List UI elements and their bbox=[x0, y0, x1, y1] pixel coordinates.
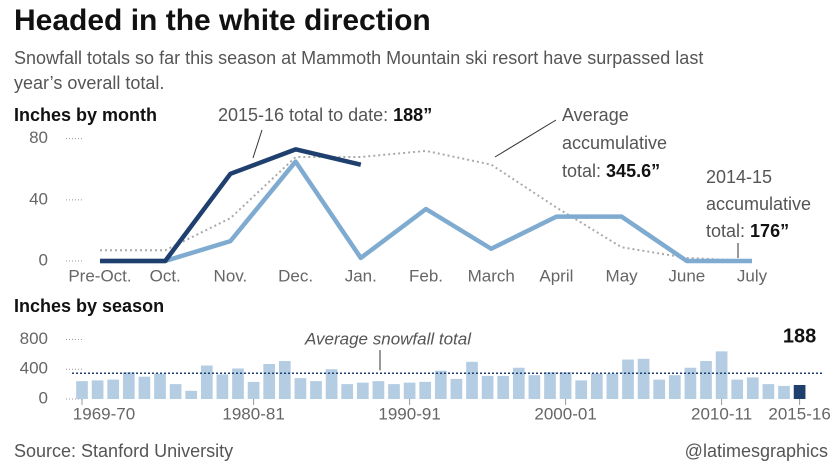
x-tick-label: 2015-16 bbox=[768, 404, 830, 423]
bar bbox=[793, 385, 806, 399]
bar bbox=[731, 379, 744, 399]
annotation: accumulative bbox=[562, 133, 667, 153]
y-tick-label: 800 bbox=[20, 329, 48, 348]
panel-title: Inches by season bbox=[14, 296, 164, 316]
bar bbox=[450, 378, 463, 399]
y-tick-label: 0 bbox=[39, 250, 48, 269]
bar bbox=[715, 351, 728, 399]
bar bbox=[185, 390, 198, 399]
x-tick-label: April bbox=[539, 266, 573, 285]
leader bbox=[252, 129, 263, 159]
y-tick-label: 80 bbox=[29, 128, 48, 147]
x-tick-label: 1980-81 bbox=[222, 404, 284, 423]
bar bbox=[232, 368, 244, 399]
bar bbox=[310, 381, 322, 399]
x-tick-label: Pre-Oct. bbox=[68, 266, 131, 285]
bar bbox=[668, 375, 681, 399]
x-tick-label: Dec. bbox=[278, 266, 313, 285]
x-tick-label: March bbox=[468, 266, 515, 285]
x-tick-label: 2000-01 bbox=[534, 404, 596, 423]
x-tick-label: 2010-11 bbox=[691, 404, 752, 423]
bar bbox=[778, 385, 790, 399]
credit: @latimesgraphics bbox=[685, 441, 828, 461]
annotation: 2014-15 bbox=[706, 167, 772, 187]
bar bbox=[294, 378, 307, 399]
bar bbox=[325, 369, 338, 399]
bar bbox=[169, 384, 182, 399]
bar bbox=[341, 384, 354, 399]
y-tick-label: 0 bbox=[39, 388, 48, 407]
bar bbox=[512, 367, 525, 399]
bar bbox=[497, 375, 510, 399]
bar bbox=[606, 373, 619, 399]
x-tick-label: July bbox=[737, 266, 768, 285]
bar bbox=[278, 361, 291, 399]
reference-label: Average snowfall total bbox=[304, 329, 472, 348]
bar bbox=[684, 367, 697, 399]
subtitle: Snowfall totals so far this season at Ma… bbox=[14, 48, 703, 68]
x-tick-label: June bbox=[668, 266, 705, 285]
bar bbox=[200, 365, 213, 399]
bar bbox=[544, 372, 556, 399]
bar bbox=[216, 374, 229, 399]
x-tick-label: Oct. bbox=[150, 266, 181, 285]
x-tick-label: 1990-91 bbox=[378, 404, 440, 423]
bar bbox=[746, 377, 759, 399]
bar bbox=[247, 381, 260, 399]
bar bbox=[637, 358, 650, 399]
annotation: total: 345.6” bbox=[562, 161, 660, 181]
bar bbox=[403, 382, 416, 399]
bar bbox=[419, 381, 432, 399]
bar bbox=[762, 384, 775, 399]
x-tick-label: May bbox=[606, 266, 639, 285]
series-line bbox=[100, 159, 752, 264]
bar bbox=[107, 379, 120, 399]
x-tick-label: Feb. bbox=[409, 266, 443, 285]
bar bbox=[76, 381, 88, 399]
bar bbox=[590, 373, 603, 399]
y-tick-label: 400 bbox=[20, 359, 48, 378]
bar bbox=[138, 376, 151, 399]
bar bbox=[575, 380, 588, 399]
subtitle: year’s overall total. bbox=[14, 73, 164, 93]
title: Headed in the white direction bbox=[14, 4, 431, 37]
bar bbox=[122, 372, 135, 399]
value-label: 188 bbox=[783, 325, 816, 347]
bar bbox=[388, 384, 400, 399]
bar bbox=[91, 380, 104, 399]
bar bbox=[466, 361, 478, 399]
y-tick-label: 40 bbox=[29, 189, 48, 208]
bar bbox=[700, 361, 712, 399]
bar bbox=[434, 370, 447, 399]
bar bbox=[356, 382, 369, 399]
bar bbox=[528, 375, 541, 399]
bar bbox=[263, 364, 276, 399]
bar bbox=[559, 372, 572, 399]
panel-title: Inches by month bbox=[14, 105, 157, 125]
annotation: accumulative bbox=[706, 194, 811, 214]
bar bbox=[154, 373, 166, 399]
x-tick-label: Jan. bbox=[345, 266, 377, 285]
source: Source: Stanford University bbox=[14, 441, 233, 461]
x-tick-label: 1969-70 bbox=[73, 404, 135, 423]
bar bbox=[372, 381, 385, 399]
leader bbox=[494, 119, 557, 158]
annotation: Average bbox=[562, 105, 629, 125]
annotation: 2015-16 total to date: 188” bbox=[218, 105, 432, 125]
bar bbox=[481, 375, 494, 399]
annotation: total: 176” bbox=[706, 221, 789, 241]
bar bbox=[653, 379, 666, 399]
series-line bbox=[100, 147, 362, 264]
x-tick-label: Nov. bbox=[214, 266, 248, 285]
bar bbox=[622, 359, 634, 399]
series-line bbox=[100, 149, 753, 262]
